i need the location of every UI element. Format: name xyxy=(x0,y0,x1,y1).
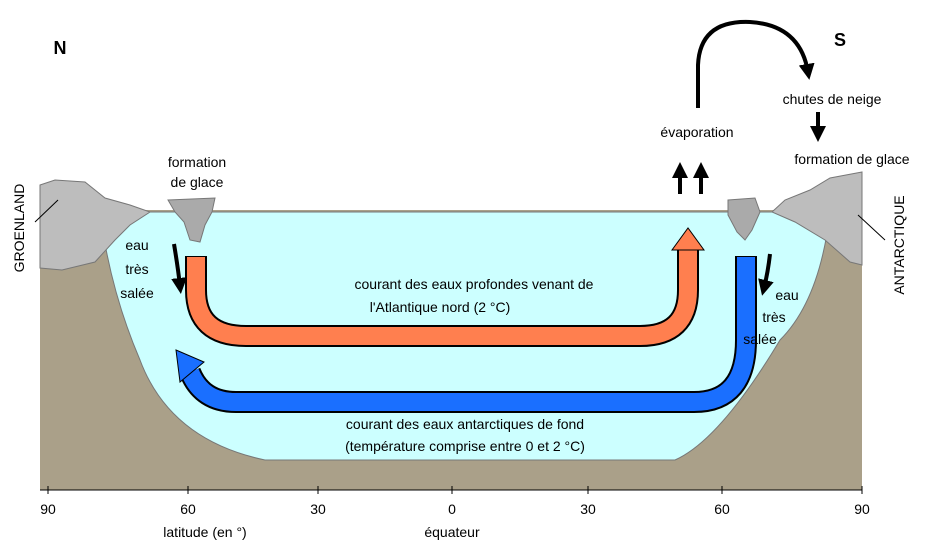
tick-label: 0 xyxy=(448,501,456,517)
salty-label: salée xyxy=(120,285,154,301)
axis-ticks: 90 60 30 0 30 60 90 xyxy=(40,486,870,517)
salty-label: eau xyxy=(125,237,148,253)
salty-label: salée xyxy=(743,331,777,347)
axis-title: latitude (en °) xyxy=(163,524,246,540)
region-label: GROENLAND xyxy=(11,184,27,273)
current-label: l'Atlantique nord (2 °C) xyxy=(370,299,511,315)
south-label: S xyxy=(834,30,846,50)
process-label: chutes de neige xyxy=(783,91,882,107)
tick-label: 30 xyxy=(580,501,596,517)
diagram: N S GROENLAND ANTARCTIQUE chutes de neig… xyxy=(0,0,931,543)
process-label: formation de glace xyxy=(794,151,909,167)
tick-label: 90 xyxy=(854,501,870,517)
tick-label: 30 xyxy=(310,501,326,517)
tick-label: 60 xyxy=(714,501,730,517)
current-label: courant des eaux antarctiques de fond xyxy=(346,416,584,432)
salty-label: très xyxy=(762,309,785,325)
current-label: courant des eaux profondes venant de xyxy=(355,276,594,292)
equator-label: équateur xyxy=(424,524,480,540)
salty-label: eau xyxy=(775,287,798,303)
current-label: (température comprise entre 0 et 2 °C) xyxy=(345,438,585,454)
salty-label: très xyxy=(125,261,148,277)
region-label: ANTARCTIQUE xyxy=(891,195,907,294)
process-label: évaporation xyxy=(660,124,733,140)
tick-label: 90 xyxy=(40,501,56,517)
process-label: de glace xyxy=(171,174,224,190)
process-label: formation xyxy=(168,154,226,170)
tick-label: 60 xyxy=(180,501,196,517)
north-label: N xyxy=(54,38,67,58)
